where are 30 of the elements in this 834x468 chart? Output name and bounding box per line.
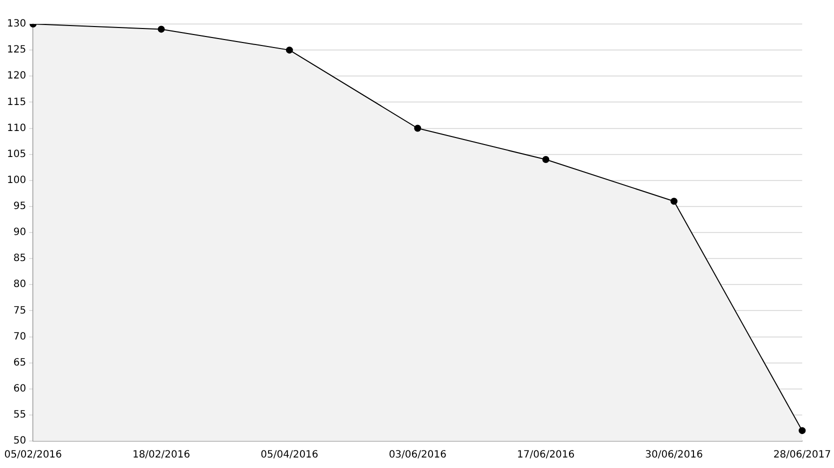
y-tick-label: 115	[6, 96, 26, 108]
x-tick-label: 28/06/2017	[773, 450, 831, 461]
x-tick-label: 05/02/2016	[4, 450, 62, 461]
y-tick-label: 65	[13, 357, 26, 368]
y-tick-label: 105	[6, 148, 26, 160]
y-tick-label: 80	[13, 279, 26, 290]
y-tick-label: 85	[13, 253, 26, 264]
y-tick-label: 100	[6, 174, 26, 186]
y-tick-label: 120	[6, 70, 26, 82]
y-tick-label: 75	[13, 305, 26, 316]
y-tick-label: 50	[13, 436, 26, 447]
y-tick-label: 110	[6, 122, 26, 134]
x-tick-label: 05/04/2016	[260, 450, 318, 461]
point	[798, 427, 806, 434]
y-tick-label: 130	[6, 18, 26, 30]
y-tick-label: 55	[13, 410, 26, 421]
point	[670, 198, 678, 205]
x-tick-label: 17/06/2016	[516, 450, 575, 461]
point	[286, 46, 293, 54]
y-tick-label: 60	[13, 383, 26, 394]
x-tick-label: 03/06/2016	[388, 450, 446, 461]
x-tick-label: 18/02/2016	[132, 450, 190, 461]
point	[542, 156, 550, 164]
y-tick-label: 95	[13, 201, 26, 212]
point	[158, 26, 165, 33]
y-tick-label: 90	[13, 227, 26, 238]
point	[414, 124, 422, 132]
y-tick-label: 70	[13, 331, 26, 342]
x-tick-label: 30/06/2016	[645, 450, 703, 461]
y-tick-label: 125	[6, 44, 26, 56]
